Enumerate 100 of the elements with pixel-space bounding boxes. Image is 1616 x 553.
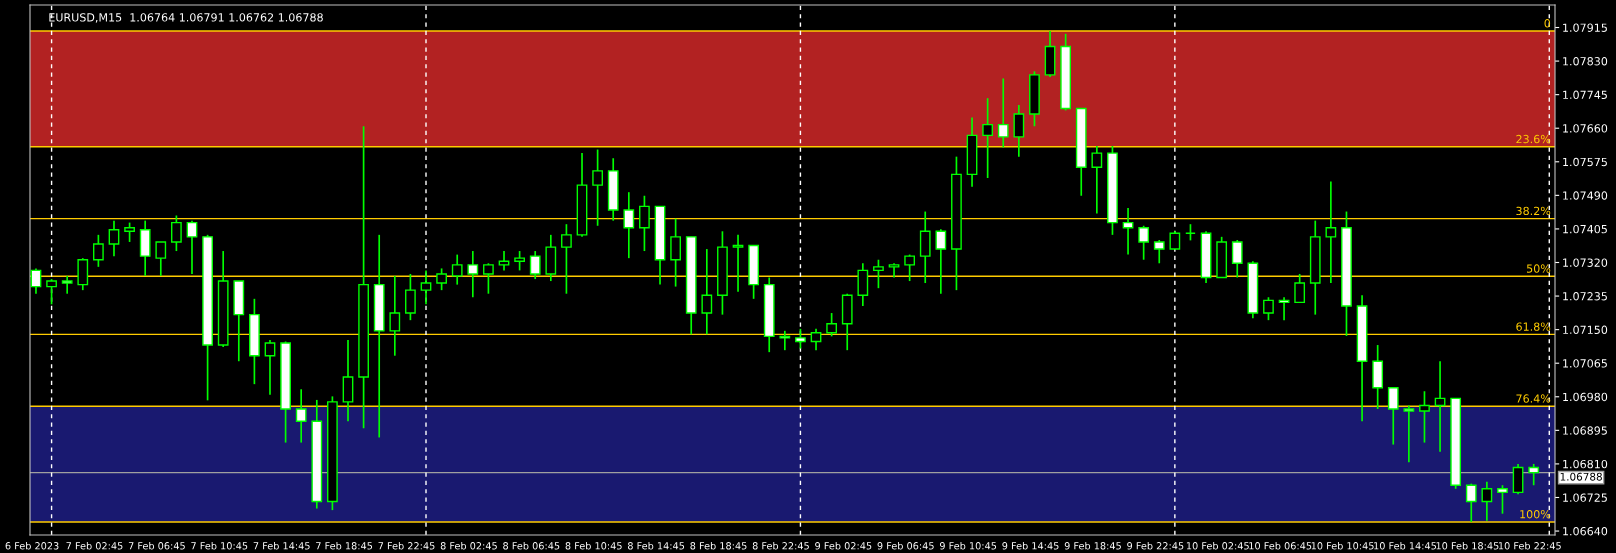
y-tick-label: 1.07065: [1563, 359, 1607, 368]
annotation: 50%: [1526, 264, 1551, 273]
candlestick: [186, 219, 198, 275]
y-tick-label: 1.07490: [1563, 191, 1608, 200]
x-tick-label: 10 Feb 22:45: [1498, 541, 1561, 550]
candlestick: [451, 253, 463, 286]
candlestick: [436, 267, 447, 291]
text: EURUSD,M15 1.06764 1.06791 1.06762 1.06788: [49, 13, 323, 23]
x-tick-label: 10 Feb 02:45: [1186, 541, 1249, 550]
x-tick-label: 7 Feb 18:45: [316, 541, 373, 550]
x-tick-label: 7 Feb 02:45: [66, 541, 123, 550]
candlestick: [1497, 484, 1508, 515]
y-tick-label: 1.07320: [1563, 258, 1608, 267]
candlestick: [498, 250, 510, 272]
x-tick-label: 8 Feb 14:45: [627, 541, 685, 550]
x-tick-label: 10 Feb 10:45: [1311, 541, 1374, 550]
x-tick-label: 10 Feb 14:45: [1374, 541, 1437, 550]
x-tick-label: 9 Feb 06:45: [877, 541, 934, 550]
x-tick-label: 9 Feb 10:45: [939, 541, 997, 550]
x-tick-label: 6 Feb 2023: [5, 541, 59, 550]
x-tick-label: 9 Feb 14:45: [1002, 541, 1059, 550]
candlestick: [514, 250, 525, 272]
candlestick: [1325, 180, 1337, 284]
candlestick: [810, 328, 822, 352]
annotation: 38.2%: [1516, 206, 1551, 216]
candlestick: [904, 253, 916, 282]
candlestick: [61, 275, 73, 295]
candlestick: [1403, 404, 1415, 464]
candlestick: [1481, 480, 1493, 522]
candlestick: [1419, 390, 1430, 444]
candlestick: [467, 250, 479, 299]
ref-line-label: 1.06788: [1560, 472, 1602, 481]
y-tick-label: 1.07235: [1563, 292, 1607, 301]
x-tick-label: 7 Feb 10:45: [191, 541, 248, 550]
x-tick-label: 7 Feb 22:45: [378, 541, 435, 550]
candlestick: [1263, 296, 1274, 321]
x-tick-label: 8 Feb 02:45: [440, 541, 497, 550]
x-tick-label: 8 Feb 22:45: [752, 541, 809, 550]
x-tick-label: 7 Feb 14:45: [253, 541, 310, 550]
candlestick: [701, 248, 713, 336]
candlestick: [982, 97, 994, 179]
candlestick: [888, 262, 900, 279]
candlestick: [389, 275, 401, 357]
y-tick-label: 1.07745: [1563, 90, 1607, 100]
annotation: 23.6%: [1516, 134, 1551, 144]
annotation: 0: [1544, 19, 1551, 28]
y-tick-label: 1.07150: [1563, 325, 1608, 335]
candlestick: [826, 312, 838, 338]
y-tick-label: 1.06810: [1563, 459, 1608, 469]
candlestick: [1465, 482, 1477, 523]
candlestick: [264, 339, 276, 396]
y-tick-label: 1.06895: [1563, 426, 1607, 435]
y-tick-label: 1.07575: [1563, 157, 1607, 167]
candlestick: [1231, 239, 1243, 279]
candlestick: [483, 262, 494, 295]
y-tick-label: 1.07830: [1563, 57, 1608, 66]
candlestick: [30, 267, 42, 295]
candlestick: [124, 221, 135, 243]
candlestick: [46, 278, 57, 306]
x-tick-label: 7 Feb 06:45: [128, 541, 185, 550]
x-tick-label: 8 Feb 06:45: [503, 541, 560, 550]
candlestick: [732, 234, 744, 293]
y-tick-label: 1.06725: [1563, 493, 1607, 502]
candlestick: [405, 273, 416, 321]
x-tick-label: 9 Feb 22:45: [1127, 541, 1184, 550]
candlestick: [1013, 104, 1025, 158]
candlestick: [171, 214, 182, 252]
x-tick-label: 10 Feb 18:45: [1436, 541, 1499, 550]
candlestick: [420, 269, 432, 306]
y-tick-label: 1.06980: [1563, 392, 1608, 402]
y-tick-label: 1.06640: [1563, 527, 1608, 536]
candlestick: [997, 77, 1009, 149]
candlestick: [108, 219, 120, 258]
y-tick-label: 1.07405: [1563, 224, 1607, 234]
candlestick: [670, 217, 681, 288]
candlestick: [155, 241, 167, 277]
y-tick-label: 1.07915: [1563, 23, 1607, 32]
x-tick-label: 8 Feb 10:45: [565, 541, 622, 550]
candlestick: [93, 234, 104, 268]
candlestick: [295, 388, 307, 444]
candlestick: [1528, 463, 1540, 487]
candlestick: [1387, 386, 1399, 446]
candlestick: [561, 223, 572, 295]
x-tick-label: 8 Feb 18:45: [690, 541, 747, 550]
candlestick: [873, 258, 884, 290]
candlestick: [1138, 224, 1150, 261]
x-tick-label: 9 Feb 02:45: [815, 541, 872, 550]
candlestick: [935, 228, 947, 295]
annotation: 100%: [1520, 510, 1551, 519]
candlestick: [623, 191, 635, 259]
candlestick: [529, 250, 541, 280]
candlestick: [1091, 145, 1103, 215]
x-tick-label: 10 Feb 06:45: [1249, 541, 1312, 550]
annotation: 61.8%: [1516, 322, 1551, 331]
x-tick-label: 9 Feb 18:45: [1064, 541, 1121, 550]
candlestick: [639, 194, 650, 252]
candlestick: [1294, 273, 1306, 304]
candlestick: [1153, 239, 1165, 265]
candlestick: [592, 148, 603, 227]
y-tick-label: 1.07660: [1563, 124, 1608, 133]
